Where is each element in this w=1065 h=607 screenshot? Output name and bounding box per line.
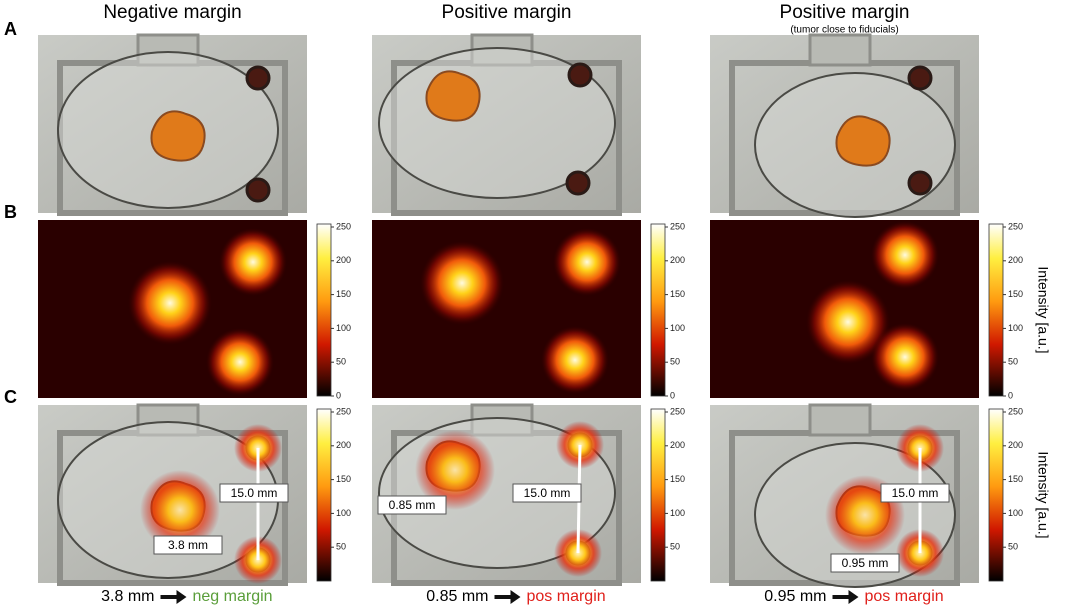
colorbar-tick-label: 250 (1008, 221, 1023, 231)
caption-arrow (494, 590, 521, 604)
measure-label: 15.0 mm (524, 486, 571, 500)
colorbar-tick-label: 200 (336, 255, 351, 265)
colorbar-tick-label: 50 (670, 542, 680, 552)
hotspot (420, 241, 504, 325)
measure-box (377, 495, 447, 515)
colorbar-tick-label: 50 (670, 357, 680, 367)
hotspot (541, 326, 609, 394)
glow (140, 470, 220, 550)
tumor (425, 70, 481, 122)
caption-result: pos margin (527, 588, 606, 605)
caption-arrow (160, 590, 187, 604)
caption-distance: 0.95 mm (764, 588, 826, 605)
row-label: B (4, 202, 17, 222)
colorbar-label: Intensity [a.u.] (1035, 266, 1051, 353)
hotspot (128, 261, 212, 345)
colorbar-tick-label: 250 (336, 221, 351, 231)
colorbar-tick-label: 50 (336, 542, 346, 552)
slide-neck (808, 33, 872, 67)
row-label: C (4, 387, 17, 407)
caption-distance: 0.85 mm (426, 588, 488, 605)
colorbar (316, 408, 332, 582)
colorbar-tick-label: 250 (336, 406, 351, 416)
row-label: A (4, 19, 17, 39)
hotspot (553, 228, 621, 296)
caption-arrow (832, 590, 859, 604)
column-note: (tumor close to fiducials) (790, 25, 898, 36)
column-title: Negative margin (103, 2, 241, 23)
slide-neck (808, 403, 872, 437)
measure-box (219, 483, 289, 503)
colorbar-tick-label: 50 (1008, 542, 1018, 552)
tumor (150, 110, 206, 162)
caption-distance: 3.8 mm (101, 588, 154, 605)
measure-label: 3.8 mm (168, 538, 208, 552)
fiducial (567, 62, 593, 88)
colorbar-tick-label: 150 (336, 474, 351, 484)
colorbar-tick-label: 150 (670, 474, 685, 484)
hotspot (871, 323, 939, 391)
measure-box (153, 535, 223, 555)
hotspot (219, 228, 287, 296)
measure-box (880, 483, 950, 503)
colorbar-tick-label: 100 (336, 323, 351, 333)
column-title: Positive margin (442, 2, 572, 23)
colorbar-tick-label: 100 (1008, 508, 1023, 518)
colorbar (650, 223, 666, 397)
colorbar-tick-label: 100 (670, 508, 685, 518)
colorbar (650, 408, 666, 582)
colorbar-tick-label: 250 (1008, 406, 1023, 416)
colorbar-tick-label: 250 (670, 221, 685, 231)
fiducial (565, 170, 591, 196)
measure-label: 15.0 mm (231, 486, 278, 500)
measure-box (512, 483, 582, 503)
hotspot (206, 328, 274, 396)
fiducial (245, 177, 271, 203)
colorbar-tick-label: 200 (670, 440, 685, 450)
colorbar-tick-label: 200 (336, 440, 351, 450)
hotspot (871, 221, 939, 289)
colorbar-tick-label: 200 (1008, 440, 1023, 450)
colorbar (988, 223, 1004, 397)
colorbar-tick-label: 150 (1008, 474, 1023, 484)
measure-label: 0.95 mm (842, 556, 889, 570)
colorbar-tick-label: 0 (1008, 390, 1013, 400)
colorbar-tick-label: 0 (670, 390, 675, 400)
colorbar-tick-label: 150 (670, 289, 685, 299)
colorbar-tick-label: 100 (336, 508, 351, 518)
measure-label: 15.0 mm (892, 486, 939, 500)
caption-result: pos margin (865, 588, 944, 605)
colorbar (316, 223, 332, 397)
fiducial (245, 65, 271, 91)
colorbar-tick-label: 250 (670, 406, 685, 416)
colorbar-tick-label: 200 (1008, 255, 1023, 265)
glow (415, 430, 495, 510)
fiducial (907, 65, 933, 91)
fiducial (907, 170, 933, 196)
colorbar-label: Intensity [a.u.] (1035, 451, 1051, 538)
tumor (835, 115, 891, 167)
colorbar-tick-label: 100 (1008, 323, 1023, 333)
caption-result: neg margin (193, 588, 273, 605)
measure-label: 0.85 mm (389, 498, 436, 512)
colorbar-tick-label: 50 (1008, 357, 1018, 367)
colorbar-tick-label: 0 (336, 390, 341, 400)
colorbar-tick-label: 150 (1008, 289, 1023, 299)
hotspot (806, 280, 890, 364)
measure-box (830, 553, 900, 573)
colorbar-tick-label: 100 (670, 323, 685, 333)
colorbar-tick-label: 200 (670, 255, 685, 265)
colorbar (988, 408, 1004, 582)
column-title: Positive margin (780, 2, 910, 23)
colorbar-tick-label: 150 (336, 289, 351, 299)
colorbar-tick-label: 50 (336, 357, 346, 367)
